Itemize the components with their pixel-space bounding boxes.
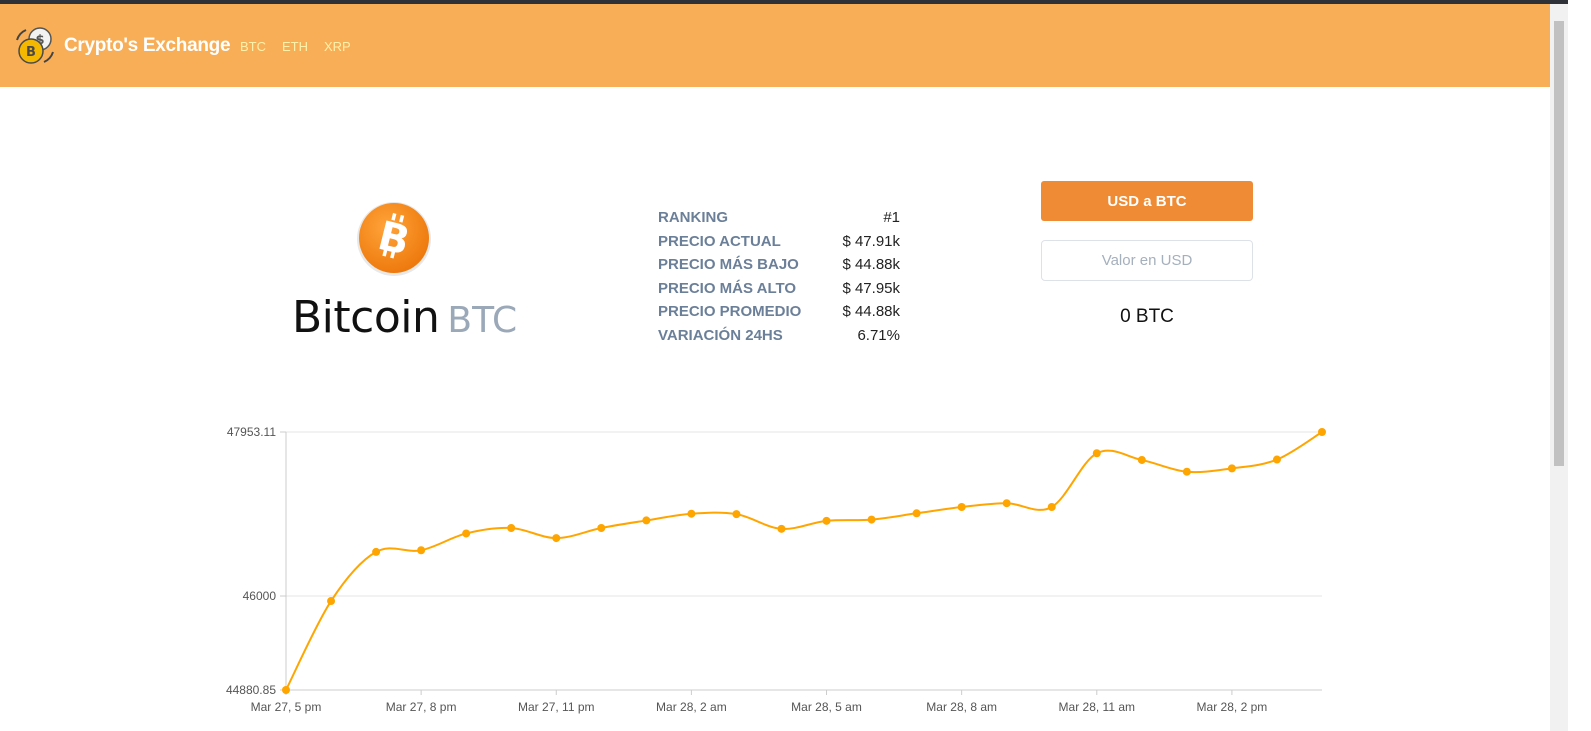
- usd-to-btc-button[interactable]: USD a BTC: [1041, 181, 1253, 221]
- conversion-result: 0 BTC: [1120, 306, 1174, 327]
- brand-name: Crypto's Exchange: [64, 35, 231, 56]
- stat-row-ranking: RANKING #1: [658, 206, 900, 230]
- window-edge: [1568, 0, 1591, 731]
- data-point: [1182, 467, 1191, 476]
- data-point: [507, 523, 516, 532]
- data-point: [327, 597, 336, 606]
- stat-row-current-price: PRECIO ACTUAL $ 47.91k: [658, 230, 900, 254]
- data-point: [912, 509, 921, 518]
- svg-text:$: $: [35, 33, 44, 48]
- stat-label: VARIACIÓN 24HS: [658, 326, 783, 344]
- chart-y-tick-labels: 44880.85 46000 47953.11: [226, 425, 276, 697]
- stat-value: $ 44.88k: [842, 256, 900, 274]
- stat-label: PRECIO MÁS ALTO: [658, 279, 797, 297]
- x-tick-label: Mar 28, 2 am: [656, 700, 727, 714]
- x-tick-label: Mar 27, 11 pm: [518, 700, 594, 714]
- brand[interactable]: $ B Crypto's Exchange: [14, 26, 231, 66]
- data-point: [687, 509, 696, 518]
- data-point: [1002, 499, 1011, 508]
- coin-heading: Bitcoin BTC: [292, 292, 517, 343]
- y-tick-label: 44880.85: [226, 683, 276, 697]
- data-point: [822, 516, 831, 525]
- coin-nav: BTC ETH XRP: [240, 39, 367, 54]
- stat-value: $ 47.95k: [842, 279, 900, 297]
- data-point: [372, 547, 381, 556]
- data-point: [732, 510, 741, 519]
- data-point: [957, 503, 966, 512]
- x-tick-label: Mar 27, 8 pm: [386, 700, 457, 714]
- data-point: [282, 686, 290, 694]
- stat-value: $ 47.91k: [842, 232, 900, 250]
- data-point: [597, 523, 606, 532]
- x-tick-label: Mar 28, 8 am: [926, 700, 997, 714]
- data-point: [1227, 464, 1236, 473]
- x-tick-label: Mar 28, 5 am: [791, 700, 862, 714]
- price-line: [285, 431, 1323, 691]
- data-point: [867, 515, 876, 524]
- data-point: [1318, 428, 1326, 436]
- x-tick-label: Mar 28, 2 pm: [1197, 700, 1268, 714]
- stat-row-average-price: PRECIO PROMEDIO $ 44.88k: [658, 300, 900, 324]
- usd-amount-input[interactable]: [1041, 240, 1253, 281]
- stat-label: RANKING: [658, 209, 728, 226]
- x-tick-label: Mar 27, 5 pm: [251, 700, 322, 714]
- coin-name: Bitcoin: [292, 292, 440, 343]
- y-tick-label: 46000: [243, 589, 277, 603]
- stat-value: #1: [883, 209, 900, 226]
- stat-label: PRECIO PROMEDIO: [658, 303, 802, 321]
- chart-axes: [280, 431, 1233, 695]
- stat-row-highest-price: PRECIO MÁS ALTO $ 47.95k: [658, 277, 900, 301]
- svg-text:B: B: [26, 45, 36, 60]
- nav-link-btc[interactable]: BTC: [240, 39, 266, 54]
- bitcoin-icon: B: [357, 202, 431, 276]
- data-point: [1092, 449, 1101, 458]
- stat-label: PRECIO MÁS BAJO: [658, 256, 799, 274]
- stat-label: PRECIO ACTUAL: [658, 232, 781, 250]
- stat-row-variation-24h: VARIACIÓN 24HS 6.71%: [658, 324, 900, 348]
- price-points: [282, 428, 1326, 694]
- stat-value: 6.71%: [857, 326, 900, 344]
- coin-symbol: BTC: [447, 300, 518, 341]
- stat-value: $ 44.88k: [842, 303, 900, 321]
- window-top-border: [0, 0, 1591, 4]
- page-scrollbar[interactable]: [1550, 4, 1568, 731]
- data-point: [642, 516, 651, 525]
- coin-stats: RANKING #1 PRECIO ACTUAL $ 47.91k PRECIO…: [658, 206, 900, 348]
- stat-row-lowest-price: PRECIO MÁS BAJO $ 44.88k: [658, 253, 900, 277]
- nav-link-eth[interactable]: ETH: [282, 39, 308, 54]
- y-tick-label: 47953.11: [227, 425, 276, 439]
- chart-grid: [286, 431, 1322, 691]
- data-point: [552, 534, 561, 543]
- data-point: [1047, 503, 1056, 512]
- scrollbar-thumb[interactable]: [1554, 21, 1564, 466]
- data-point: [777, 524, 786, 533]
- data-point: [1137, 455, 1146, 464]
- navbar: $ B Crypto's Exchange BTC ETH XRP: [0, 4, 1550, 87]
- data-point: [462, 529, 471, 538]
- chart-x-tick-labels: Mar 27, 5 pm Mar 27, 8 pm Mar 27, 11 pm Mar…: [251, 700, 1268, 714]
- exchange-logo-icon: $ B: [16, 27, 54, 64]
- nav-link-xrp[interactable]: XRP: [324, 39, 351, 54]
- data-point: [1272, 455, 1281, 464]
- data-point: [417, 546, 426, 555]
- x-tick-label: Mar 28, 11 am: [1059, 700, 1135, 714]
